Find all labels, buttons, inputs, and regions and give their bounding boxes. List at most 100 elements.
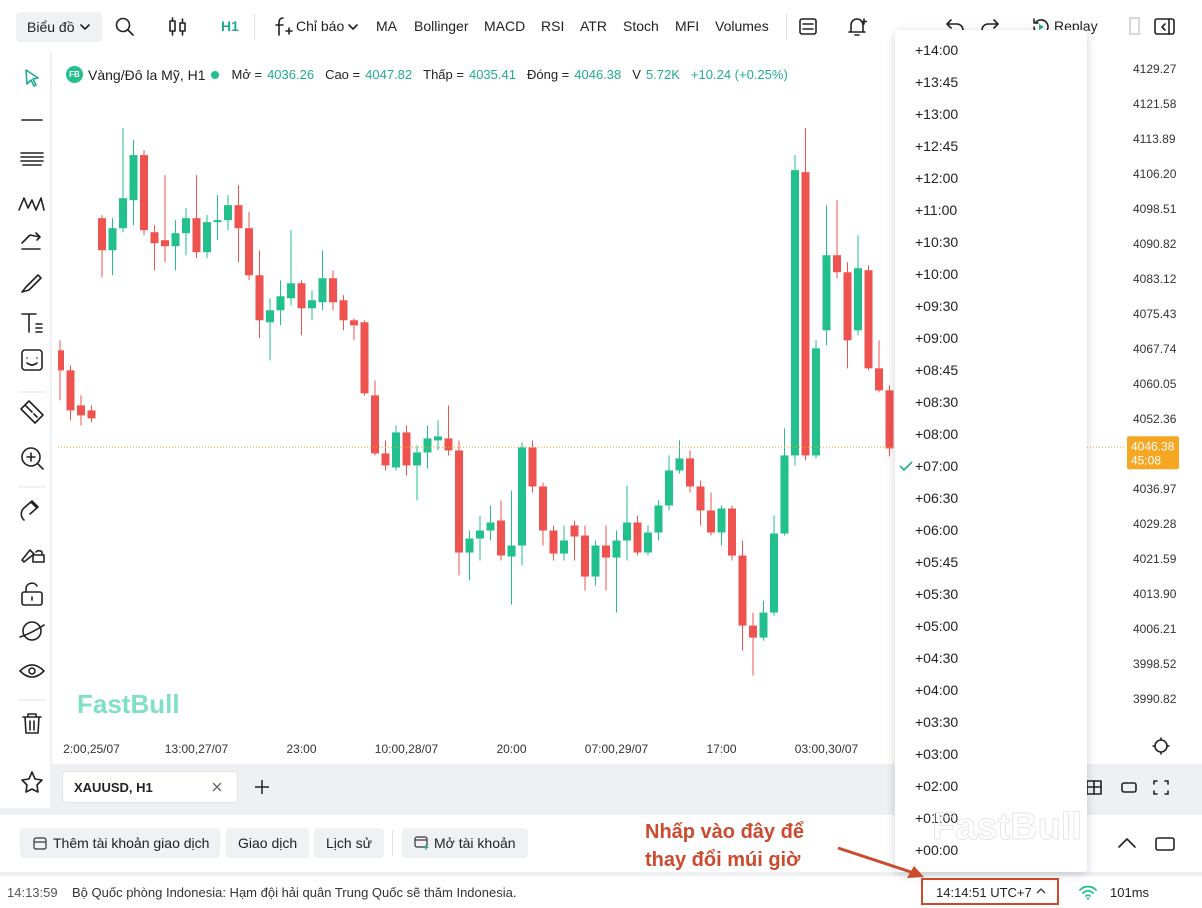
study[interactable]: ATR <box>580 18 607 34</box>
button-label: Thêm tài khoản giao dịch <box>53 835 210 851</box>
chart-tab[interactable]: XAUUSD, H1 <box>62 771 238 803</box>
fib-tool[interactable] <box>20 152 44 166</box>
button-label: Mở tài khoản <box>434 835 516 851</box>
study[interactable]: MACD <box>484 18 526 34</box>
candle-body <box>423 438 432 453</box>
timezone-option[interactable]: +05:00 <box>915 618 959 634</box>
emoji-tool[interactable] <box>21 349 43 371</box>
timezone-option[interactable]: +02:00 <box>915 778 959 794</box>
chevron <box>348 24 358 30</box>
add-tab-icon[interactable] <box>254 779 270 795</box>
candle-body <box>518 447 526 546</box>
candle-body <box>875 368 883 391</box>
timezone-option[interactable]: +08:00 <box>915 426 959 442</box>
study[interactable]: MFI <box>675 18 700 34</box>
more-icon[interactable] <box>1128 16 1142 38</box>
timezone-option[interactable]: +10:30 <box>915 234 959 250</box>
candle-body <box>623 522 631 541</box>
timezone-option[interactable]: +03:30 <box>915 714 959 730</box>
timezone-option[interactable]: +06:30 <box>915 490 959 506</box>
layout-icon[interactable] <box>798 16 820 38</box>
timezone-option[interactable]: +06:00 <box>915 522 959 538</box>
timezone-option[interactable]: +01:00 <box>915 810 959 826</box>
indicators-button[interactable]: Chỉ báo <box>296 18 345 34</box>
timezone-option[interactable]: +08:45 <box>915 362 959 378</box>
timezone-option[interactable]: +04:30 <box>915 650 959 666</box>
study[interactable]: RSI <box>541 18 565 34</box>
timezone-option[interactable]: +13:45 <box>915 74 959 90</box>
trade-button[interactable]: Giao dịch <box>226 828 310 858</box>
interval[interactable]: H1 <box>221 18 239 34</box>
y-tick-label: 4067.74 <box>1133 342 1177 356</box>
collapse-icon[interactable] <box>1153 16 1177 38</box>
timezone-option[interactable]: +14:00 <box>915 42 959 58</box>
chart-type-button[interactable]: Biểu đồ <box>16 12 102 42</box>
symbol-name[interactable]: Vàng/Đô la Mỹ, H1 <box>88 66 206 83</box>
timezone-option[interactable]: +11:00 <box>915 202 958 218</box>
magnet-tool[interactable] <box>20 500 39 521</box>
study[interactable]: Stoch <box>623 18 659 34</box>
candle-body <box>108 228 117 251</box>
pattern-tool[interactable] <box>18 197 45 211</box>
ruler-tool[interactable] <box>20 400 44 424</box>
zoom-tool[interactable] <box>21 447 41 467</box>
candle-icon[interactable] <box>166 16 190 38</box>
delete-tool[interactable] <box>22 713 42 734</box>
timezone-option[interactable]: +04:00 <box>915 682 959 698</box>
candle-body <box>476 530 484 539</box>
timezone-option[interactable]: +09:00 <box>915 330 959 346</box>
brush-tool[interactable] <box>21 274 42 293</box>
timezone-option[interactable]: +10:00 <box>915 266 959 282</box>
y-tick-label: 3998.52 <box>1133 657 1177 671</box>
market-open-dot <box>210 70 219 79</box>
cursor-tool[interactable] <box>25 69 39 87</box>
timezone-option[interactable]: +12:45 <box>915 138 959 154</box>
candle-body <box>707 510 715 533</box>
history-button[interactable]: Lịch sử <box>314 828 384 858</box>
x-tick-label: 20:00 <box>496 742 526 756</box>
visibility-tool[interactable] <box>22 621 42 641</box>
timezone-option[interactable]: +07:00 <box>915 458 959 474</box>
settings-icon[interactable] <box>1152 737 1170 755</box>
favorites-tool[interactable] <box>21 771 43 793</box>
y-tick-label: 4029.28 <box>1133 517 1177 531</box>
study[interactable]: Bollinger <box>414 18 469 34</box>
button-label: Lịch sử <box>326 835 372 851</box>
timezone-option[interactable]: +12:00 <box>915 170 959 186</box>
candle-body <box>833 255 841 273</box>
candle-body <box>581 535 589 577</box>
timezone-option[interactable]: +13:00 <box>915 106 959 122</box>
countdown-label: 45:08 <box>1131 453 1161 467</box>
timezone-option[interactable]: +08:30 <box>915 394 959 410</box>
lock-drawing-tool[interactable] <box>21 549 45 563</box>
check-icon <box>899 461 913 472</box>
candle-body <box>497 520 505 556</box>
panel-controls[interactable] <box>1116 835 1186 853</box>
timezone-option[interactable]: +00:00 <box>915 842 959 858</box>
eye-tool[interactable] <box>19 664 45 678</box>
alert-icon[interactable] <box>846 15 870 39</box>
unlock-tool[interactable] <box>21 591 43 606</box>
study[interactable]: Volumes <box>715 18 769 34</box>
open-account-button[interactable]: Mở tài khoản <box>402 828 528 858</box>
projection-tool[interactable] <box>21 232 41 250</box>
indicator-icon <box>275 17 293 36</box>
timezone-option[interactable]: +03:00 <box>915 746 959 762</box>
close-tab-icon[interactable] <box>212 782 222 792</box>
timezone-option[interactable]: +05:45 <box>915 554 959 570</box>
symbol-badge: FB <box>66 66 83 83</box>
timezone-option[interactable]: +09:30 <box>915 298 959 314</box>
candle-body <box>801 172 810 456</box>
candle-body <box>119 198 127 229</box>
add-account-button[interactable]: Thêm tài khoản giao dịch <box>20 828 220 858</box>
text-tool[interactable] <box>21 313 43 333</box>
search-icon[interactable] <box>114 16 136 38</box>
news-headline[interactable]: Bộ Quốc phòng Indonesia: Hạm đội hải quâ… <box>72 885 517 900</box>
chevron <box>80 24 90 30</box>
low-label: Thấp = <box>423 67 464 82</box>
y-tick-label: 4006.21 <box>1133 622 1177 636</box>
timezone-clock[interactable]: 14:14:51 UTC+7 <box>936 885 1032 900</box>
candle-body <box>266 310 274 323</box>
study[interactable]: MA <box>376 18 397 34</box>
timezone-option[interactable]: +05:30 <box>915 586 959 602</box>
